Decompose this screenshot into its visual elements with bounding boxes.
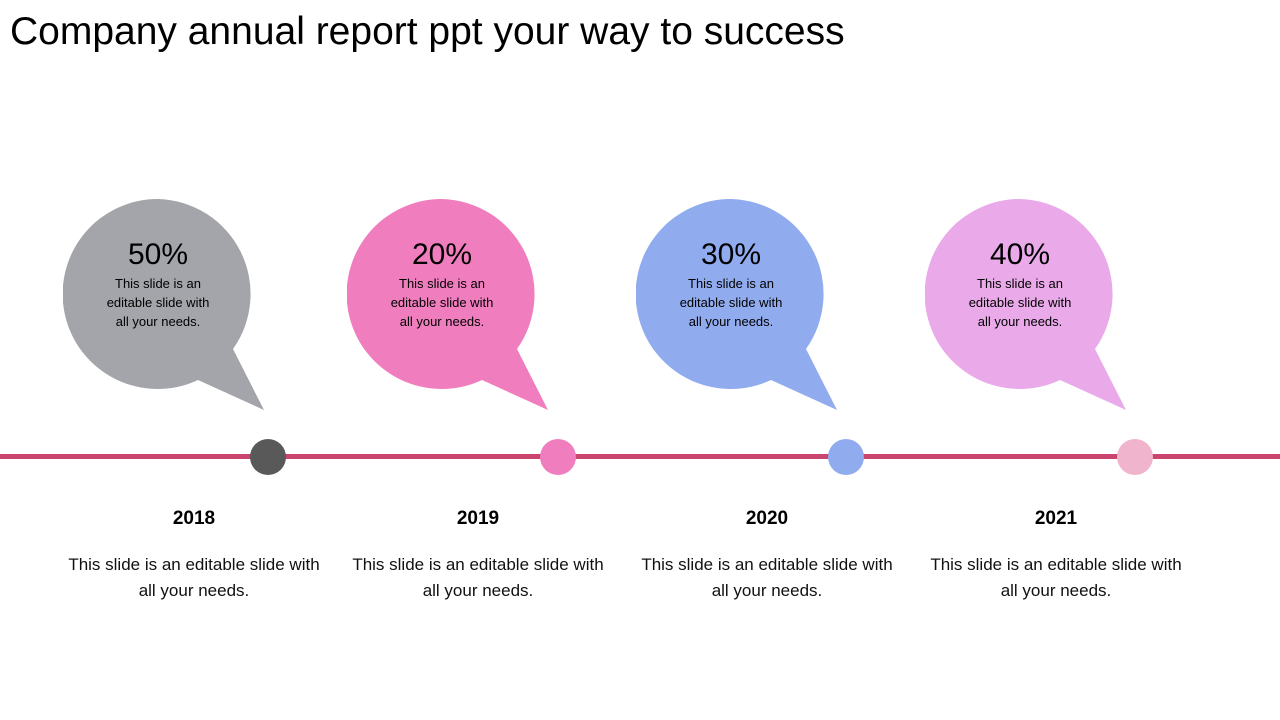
timeline-line (0, 454, 1280, 459)
year-description-2021: This slide is an editable slide with all… (930, 555, 1182, 600)
bubble-content: 20% This slide is an editable slide with… (347, 238, 537, 331)
speech-bubble-2020: 30% This slide is an editable slide with… (636, 198, 846, 413)
year-label-2018: 2018 (172, 508, 216, 529)
timeline-dot-2020 (828, 439, 864, 475)
speech-bubble-2021: 40% This slide is an editable slide with… (925, 198, 1135, 413)
bubble-text: This slide is an editable slide with all… (968, 276, 1072, 329)
year-label-2020: 2020 (745, 508, 789, 529)
speech-bubble-shape (63, 198, 264, 410)
bubble-text: This slide is an editable slide with all… (106, 276, 210, 329)
bubble-content: 50% This slide is an editable slide with… (63, 238, 253, 331)
bubble-content: 40% This slide is an editable slide with… (925, 238, 1115, 331)
year-description-2018: This slide is an editable slide with all… (68, 555, 320, 600)
bubble-percent: 30% (700, 238, 762, 271)
bubble-text: This slide is an editable slide with all… (679, 276, 783, 329)
slide-title: Company annual report ppt your way to su… (10, 10, 845, 53)
timeline-dot-2018 (250, 439, 286, 475)
bubble-percent: 20% (411, 238, 473, 271)
year-label-2021: 2021 (1034, 508, 1078, 529)
bubble-percent: 50% (127, 238, 189, 271)
speech-bubble-2018: 50% This slide is an editable slide with… (63, 198, 273, 413)
speech-bubble-2019: 20% This slide is an editable slide with… (347, 198, 557, 413)
year-description-2019: This slide is an editable slide with all… (352, 555, 604, 600)
bubble-content: 30% This slide is an editable slide with… (636, 238, 826, 331)
bubble-text: This slide is an editable slide with all… (390, 276, 494, 329)
speech-bubble-shape (925, 198, 1126, 410)
timeline-dot-2019 (540, 439, 576, 475)
speech-bubble-shape (347, 198, 548, 410)
speech-bubble-shape (636, 198, 837, 410)
year-description-2020: This slide is an editable slide with all… (641, 555, 893, 600)
timeline-dot-2021 (1117, 439, 1153, 475)
year-label-2019: 2019 (456, 508, 500, 529)
bubble-percent: 40% (989, 238, 1051, 271)
